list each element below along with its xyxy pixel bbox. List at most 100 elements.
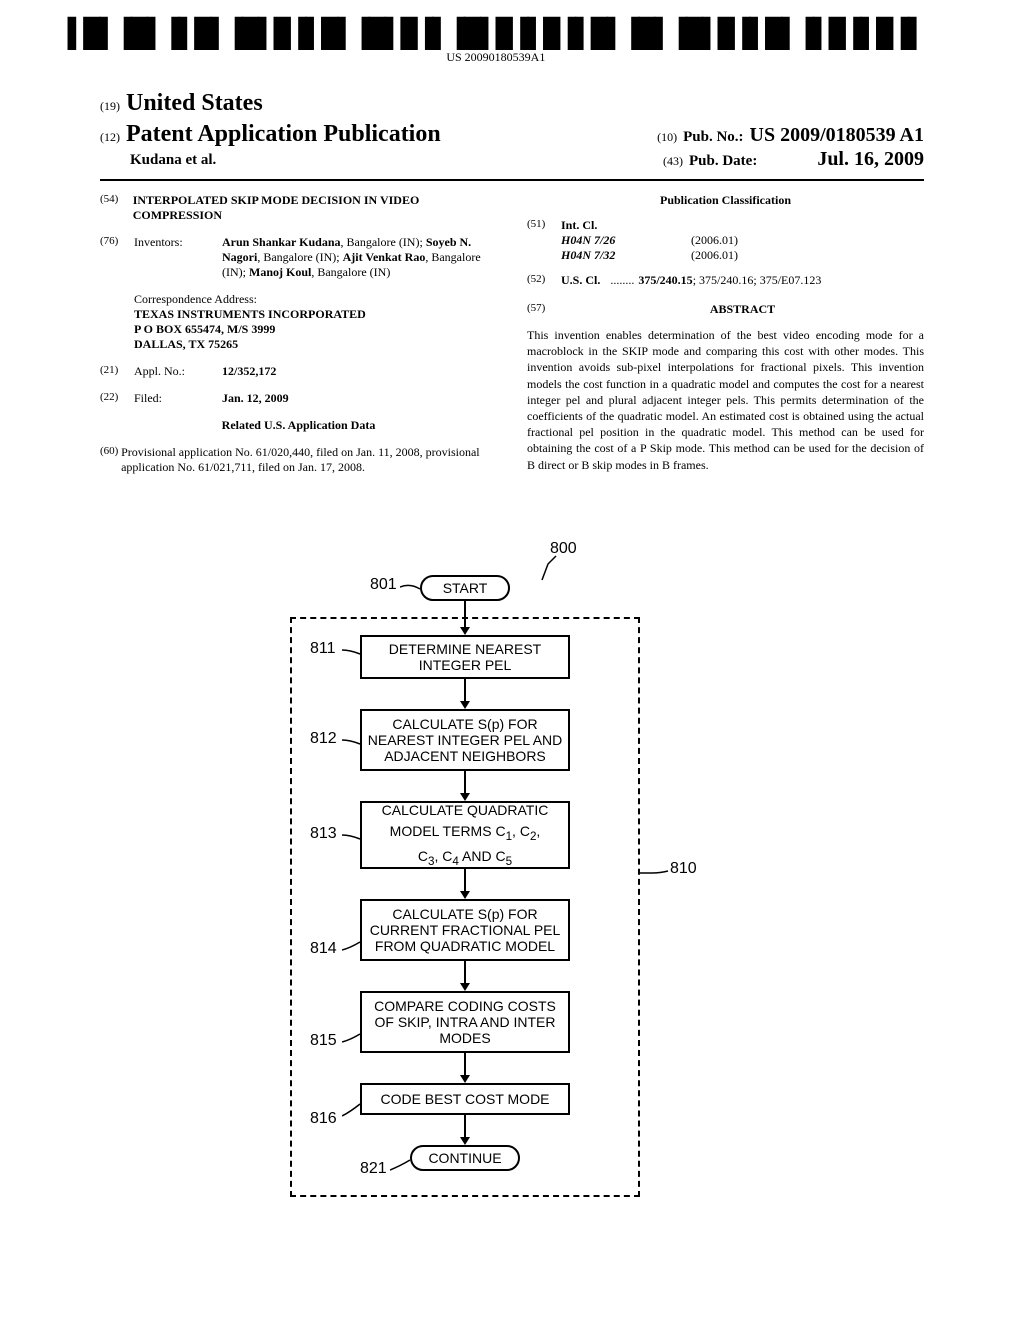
flowchart-diagram: 800 START 801 810 DETERMINE NEAREST INTE… xyxy=(0,540,1024,1300)
box-816: CODE BEST COST MODE xyxy=(360,1083,570,1115)
barcode-text: US 20090180539A1 xyxy=(68,50,924,65)
box-815-text: COMPARE CODING COSTS OF SKIP, INTRA AND … xyxy=(366,998,564,1046)
label-815: 815 xyxy=(310,1032,337,1050)
barcode-region: ▌█▌▐█▌▐▌█▌▐█▌█▐▌█▌▐█▌█▐▌▐█▌█▐▌█▐▌█▌▐█▌▐█… xyxy=(68,20,924,65)
us-cl-label: U.S. Cl. xyxy=(561,273,600,288)
box-811-text: DETERMINE NEAREST INTEGER PEL xyxy=(366,641,564,673)
arrow-814-815 xyxy=(464,961,466,985)
correspondence-line2: P O BOX 655474, M/S 3999 xyxy=(134,322,497,337)
lead-813 xyxy=(342,833,362,843)
filed-value: Jan. 12, 2009 xyxy=(222,391,497,406)
related-field: (60) Provisional application No. 61/020,… xyxy=(100,445,497,475)
box-813: CALCULATE QUADRATICMODEL TERMS C1, C2,C3… xyxy=(360,801,570,869)
lead-814 xyxy=(342,940,362,952)
appl-label: Appl. No.: xyxy=(134,364,222,379)
start-oval: START xyxy=(420,575,510,601)
inventors-field: (76) Inventors: Arun Shankar Kudana, Ban… xyxy=(100,235,497,280)
filed-field: (22) Filed: Jan. 12, 2009 xyxy=(100,391,497,406)
correspondence-line3: DALLAS, TX 75265 xyxy=(134,337,497,352)
lead-812 xyxy=(342,738,362,748)
left-column: (54) INTERPOLATED SKIP MODE DECISION IN … xyxy=(100,193,497,475)
us-cl-value: 375/240.15; 375/240.16; 375/E07.123 xyxy=(638,273,821,288)
pub-no-label: Pub. No.: xyxy=(683,129,743,146)
us-cl-dots: ........ xyxy=(610,273,634,288)
appl-value: 12/352,172 xyxy=(222,364,497,379)
arrow-812-813 xyxy=(464,771,466,795)
continue-oval: CONTINUE xyxy=(410,1145,520,1171)
pub-no-value: US 2009/0180539 A1 xyxy=(750,124,924,147)
pub-date-label: Pub. Date: xyxy=(689,153,757,170)
start-label: START xyxy=(443,580,488,596)
us-cl-row: (52) U.S. Cl. ........ 375/240.15; 375/2… xyxy=(527,273,924,288)
inventors-value: Arun Shankar Kudana, Bangalore (IN); Soy… xyxy=(222,235,497,280)
code-60: (60) xyxy=(100,445,121,475)
int-cl-year: (2006.01) xyxy=(691,233,738,248)
box-812: CALCULATE S(p) FOR NEAREST INTEGER PEL A… xyxy=(360,709,570,771)
label-814: 814 xyxy=(310,940,337,958)
code-22: (22) xyxy=(100,391,134,406)
code-19: (19) xyxy=(100,99,120,114)
int-cl-entry: H04N 7/32 (2006.01) xyxy=(561,248,924,263)
abstract-body: This invention enables determination of … xyxy=(527,327,924,473)
code-76: (76) xyxy=(100,235,134,280)
int-cl-label: Int. Cl. xyxy=(561,218,611,233)
lead-816 xyxy=(342,1102,362,1118)
pub-type-title: Patent Application Publication xyxy=(126,121,441,148)
code-54: (54) xyxy=(100,193,133,223)
box-816-text: CODE BEST COST MODE xyxy=(380,1091,549,1107)
header-row-1: (19) United States xyxy=(100,90,924,117)
code-12: (12) xyxy=(100,130,120,145)
authors: Kudana et al. xyxy=(130,152,216,171)
box-812-text: CALCULATE S(p) FOR NEAREST INTEGER PEL A… xyxy=(366,716,564,764)
code-43: (43) xyxy=(663,154,683,169)
code-52: (52) xyxy=(527,273,561,288)
int-cl-entry: H04N 7/26 (2006.01) xyxy=(561,233,924,248)
lead-801 xyxy=(400,583,422,593)
header-row-2: (12) Patent Application Publication (10)… xyxy=(100,121,924,148)
right-column: Publication Classification (51) Int. Cl.… xyxy=(527,193,924,475)
header-row-3: Kudana et al. (43) Pub. Date: Jul. 16, 2… xyxy=(100,148,924,171)
int-cl-name: H04N 7/26 xyxy=(561,233,691,248)
related-title: Related U.S. Application Data xyxy=(100,418,497,433)
country-title: United States xyxy=(126,90,263,117)
title-field: (54) INTERPOLATED SKIP MODE DECISION IN … xyxy=(100,193,497,223)
lead-821 xyxy=(390,1158,412,1172)
code-10: (10) xyxy=(657,130,677,145)
arrow-816-continue xyxy=(464,1115,466,1139)
abstract-header: (57) ABSTRACT xyxy=(527,302,924,317)
correspondence: Correspondence Address: TEXAS INSTRUMENT… xyxy=(134,292,497,352)
arrow-813-814 xyxy=(464,869,466,893)
lead-811 xyxy=(342,648,362,658)
appl-field: (21) Appl. No.: 12/352,172 xyxy=(100,364,497,379)
box-814-text: CALCULATE S(p) FOR CURRENT FRACTIONAL PE… xyxy=(366,906,564,954)
label-801: 801 xyxy=(370,576,397,594)
filed-label: Filed: xyxy=(134,391,222,406)
label-821: 821 xyxy=(360,1160,387,1178)
content-columns: (54) INTERPOLATED SKIP MODE DECISION IN … xyxy=(100,193,924,475)
box-813-text: CALCULATE QUADRATICMODEL TERMS C1, C2,C3… xyxy=(382,800,549,870)
lead-815 xyxy=(342,1032,362,1044)
header-rule xyxy=(100,179,924,181)
correspondence-line1: TEXAS INSTRUMENTS INCORPORATED xyxy=(134,307,497,322)
box-814: CALCULATE S(p) FOR CURRENT FRACTIONAL PE… xyxy=(360,899,570,961)
label-813: 813 xyxy=(310,825,337,843)
inventors-label: Inventors: xyxy=(134,235,222,280)
box-811: DETERMINE NEAREST INTEGER PEL xyxy=(360,635,570,679)
continue-label: CONTINUE xyxy=(428,1150,501,1166)
int-cl-name: H04N 7/32 xyxy=(561,248,691,263)
lead-810 xyxy=(640,869,670,879)
lead-800 xyxy=(540,554,560,582)
arrow-811-812 xyxy=(464,679,466,703)
int-cl-entries: H04N 7/26 (2006.01) H04N 7/32 (2006.01) xyxy=(561,233,924,263)
label-816: 816 xyxy=(310,1110,337,1128)
code-21: (21) xyxy=(100,364,134,379)
correspondence-label: Correspondence Address: xyxy=(134,292,497,307)
label-810: 810 xyxy=(670,860,697,878)
pub-class-title: Publication Classification xyxy=(527,193,924,208)
pub-date-value: Jul. 16, 2009 xyxy=(817,148,924,171)
code-51: (51) xyxy=(527,218,561,233)
int-cl-year: (2006.01) xyxy=(691,248,738,263)
int-cl-row: (51) Int. Cl. xyxy=(527,218,924,233)
label-811: 811 xyxy=(310,640,336,658)
code-57: (57) xyxy=(527,302,561,317)
